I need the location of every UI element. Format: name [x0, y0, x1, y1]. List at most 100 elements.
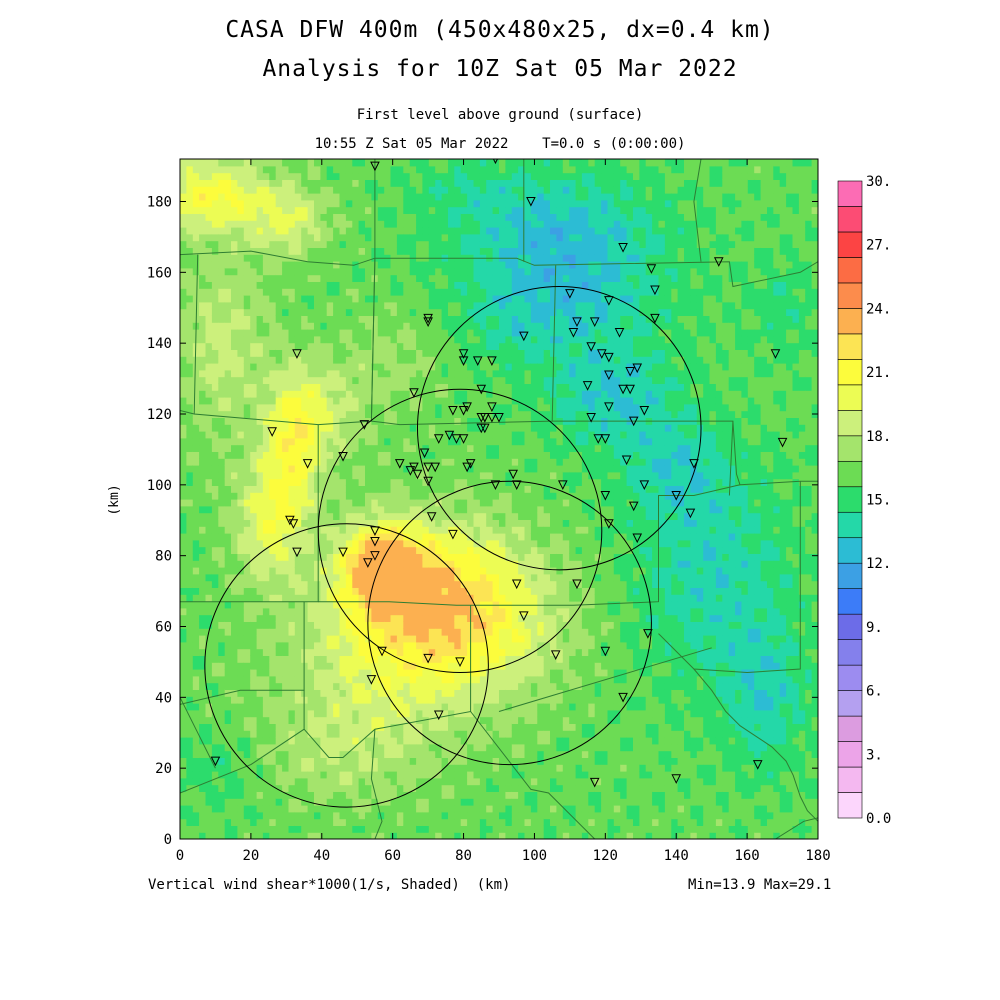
- field-cell: [416, 696, 424, 704]
- field-cell: [460, 757, 468, 765]
- field-cell: [211, 655, 219, 663]
- field-cell: [479, 655, 487, 663]
- field-cell: [320, 254, 328, 262]
- field-cell: [199, 607, 207, 616]
- field-cell: [428, 417, 436, 425]
- field-cell: [269, 240, 277, 248]
- field-cell: [218, 539, 226, 548]
- field-cell: [282, 159, 290, 167]
- field-cell: [262, 662, 270, 670]
- field-cell: [409, 703, 417, 711]
- field-cell: [269, 288, 277, 296]
- field-cell: [352, 437, 360, 446]
- field-cell: [256, 186, 264, 194]
- field-cell: [275, 560, 283, 568]
- field-cell: [358, 614, 366, 622]
- field-cell: [256, 342, 264, 350]
- field-cell: [460, 784, 468, 792]
- field-cell: [231, 288, 238, 296]
- field-cell: [314, 233, 321, 242]
- field-cell: [180, 737, 187, 745]
- field-cell: [448, 281, 455, 289]
- field-cell: [307, 567, 315, 575]
- field-cell: [365, 322, 372, 330]
- field-cell: [218, 308, 226, 316]
- field-cell: [250, 437, 258, 446]
- field-cell: [454, 274, 462, 282]
- field-cell: [231, 587, 238, 595]
- field-cell: [288, 172, 296, 180]
- field-cell: [275, 281, 283, 289]
- field-cell: [262, 499, 270, 507]
- field-cell: [288, 648, 296, 656]
- field-cell: [275, 465, 283, 473]
- field-cell: [307, 750, 315, 758]
- field-cell: [256, 818, 264, 826]
- field-cell: [199, 301, 207, 310]
- field-cell: [307, 587, 315, 595]
- field-cell: [288, 492, 296, 500]
- field-cell: [416, 274, 424, 282]
- field-cell: [339, 465, 347, 473]
- field-cell: [275, 159, 283, 160]
- field-cell: [282, 403, 290, 412]
- field-cell: [307, 410, 315, 418]
- field-cell: [479, 383, 487, 391]
- field-cell: [218, 580, 226, 588]
- field-cell: [307, 553, 315, 561]
- field-cell: [275, 675, 283, 684]
- field-cell: [262, 635, 270, 643]
- field-cell: [473, 669, 481, 677]
- field-cell: [345, 492, 353, 500]
- field-cell: [435, 594, 443, 602]
- field-cell: [371, 329, 379, 337]
- field-cell: [218, 444, 226, 452]
- field-cell: [192, 247, 200, 255]
- field-cell: [441, 791, 449, 799]
- field-cell: [218, 811, 226, 820]
- field-cell: [345, 369, 353, 378]
- field-cell: [282, 539, 290, 548]
- field-cell: [224, 533, 232, 541]
- field-cell: [467, 825, 475, 833]
- field-cell: [199, 601, 207, 609]
- field-cell: [441, 295, 449, 303]
- field-cell: [275, 716, 283, 724]
- field-cell: [345, 295, 353, 303]
- field-cell: [294, 682, 302, 690]
- field-cell: [441, 342, 449, 350]
- field-cell: [205, 662, 213, 670]
- field-cell: [237, 267, 245, 276]
- field-cell: [377, 363, 385, 371]
- field-cell: [275, 818, 283, 826]
- field-cell: [460, 165, 468, 174]
- field-cell: [256, 614, 264, 622]
- field-cell: [479, 213, 487, 221]
- field-cell: [377, 723, 385, 731]
- field-cell: [339, 281, 347, 289]
- field-cell: [371, 750, 379, 758]
- field-cell: [288, 533, 296, 541]
- field-cell: [473, 193, 481, 201]
- field-cell: [377, 186, 385, 194]
- field-cell: [218, 798, 226, 806]
- field-cell: [441, 635, 449, 643]
- field-cell: [377, 451, 385, 459]
- field-cell: [205, 655, 213, 663]
- field-cell: [231, 628, 238, 636]
- field-cell: [307, 601, 315, 609]
- field-cell: [186, 356, 194, 364]
- field-cell: [237, 342, 245, 350]
- field-cell: [231, 635, 238, 643]
- field-cell: [441, 410, 449, 418]
- field-cell: [428, 322, 436, 330]
- field-cell: [377, 172, 385, 180]
- field-cell: [416, 771, 424, 779]
- field-cell: [416, 247, 424, 255]
- field-cell: [460, 267, 468, 276]
- field-cell: [218, 669, 226, 677]
- field-cell: [262, 424, 270, 432]
- field-cell: [294, 363, 302, 371]
- field-cell: [377, 247, 385, 255]
- field-cell: [358, 811, 366, 820]
